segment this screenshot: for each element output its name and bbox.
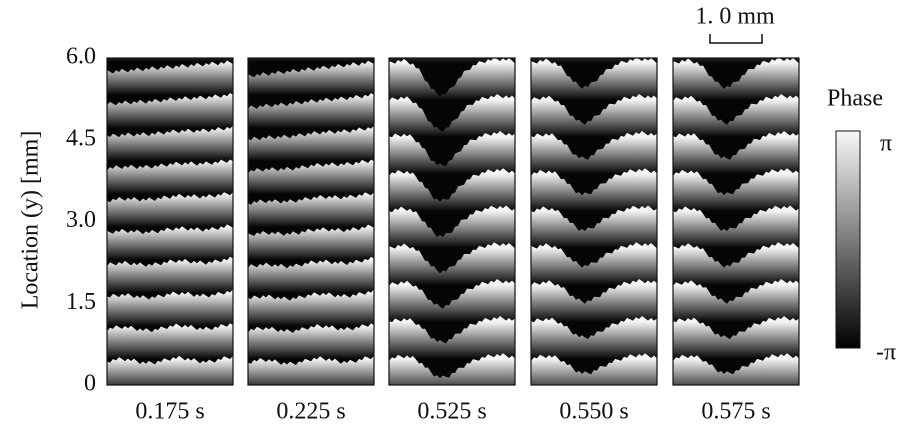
phase-map: [248, 58, 374, 397]
colorbar-max-label: π: [880, 131, 892, 157]
phase-band: [248, 388, 374, 397]
panel-label: 0.575 s: [701, 399, 770, 425]
phase-band: [248, 355, 374, 385]
colorbar-min-label: -π: [876, 340, 896, 366]
phase-map: [107, 58, 233, 397]
panel-label: 0.175 s: [135, 399, 204, 425]
y-tick-label: 1.5: [66, 289, 96, 315]
y-tick-label: 3.0: [66, 207, 96, 233]
panel-frame: [106, 57, 234, 386]
scale-bar: [709, 34, 763, 44]
y-tick-label: 6.0: [66, 44, 96, 70]
panel-frame: [247, 57, 375, 386]
phase-map: [389, 58, 515, 385]
panel-label: 0.550 s: [559, 399, 628, 425]
phase-map: [531, 58, 657, 385]
panel-frame: [388, 57, 516, 386]
colorbar-title: Phase: [827, 86, 883, 112]
phase-band: [531, 353, 657, 385]
phase-map: [673, 58, 799, 385]
phase-band: [107, 355, 233, 385]
panel-frame: [530, 57, 658, 386]
y-tick-label: 0: [84, 371, 96, 397]
phase-band: [107, 388, 233, 397]
phase-band: [389, 353, 515, 385]
panel-frame: [672, 57, 800, 386]
panel-label: 0.225 s: [276, 399, 345, 425]
phase-band: [673, 353, 799, 385]
y-axis-label: Location (y) [mm]: [18, 131, 44, 310]
scale-bar-label: 1. 0 mm: [695, 4, 775, 30]
colorbar: [835, 130, 861, 349]
panel-label: 0.525 s: [417, 399, 486, 425]
y-tick-label: 4.5: [66, 125, 96, 151]
